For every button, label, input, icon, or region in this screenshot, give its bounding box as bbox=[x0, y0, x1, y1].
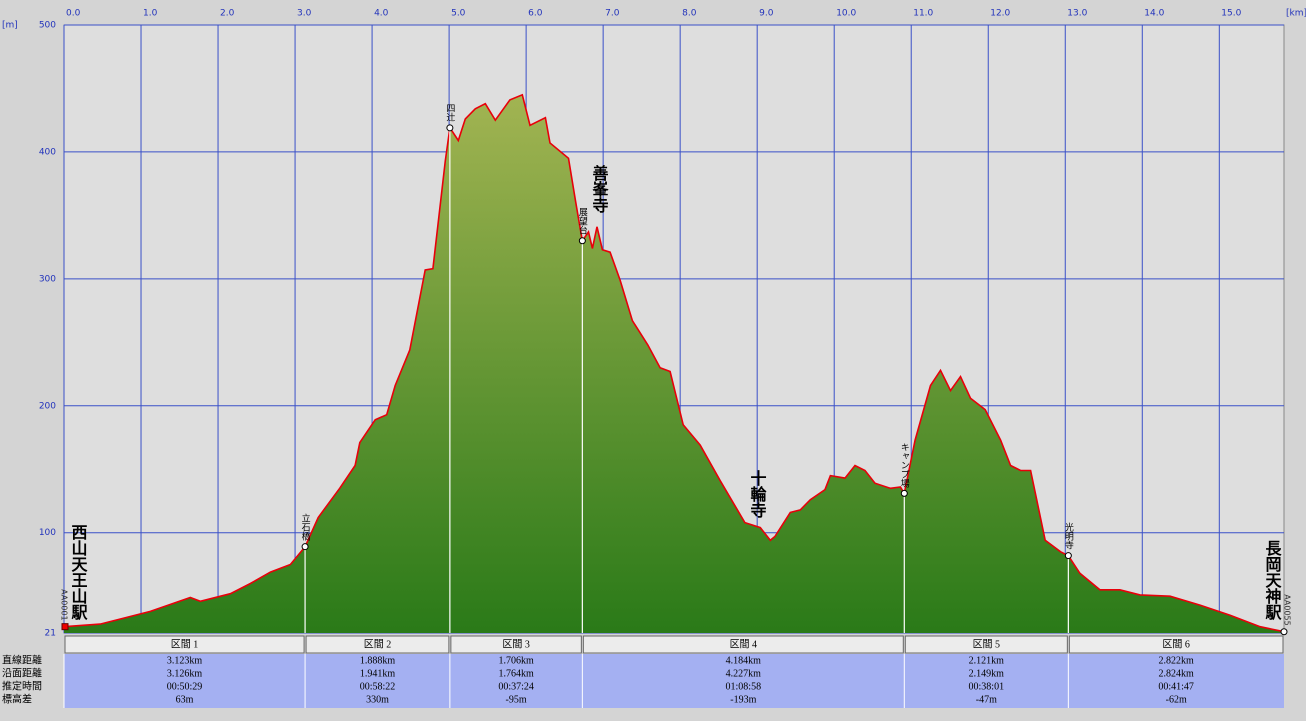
station-code: AA0055 bbox=[1283, 594, 1292, 626]
section-name: 区間 5 bbox=[973, 638, 1001, 650]
station-marker bbox=[1280, 628, 1288, 636]
waypoint-marker bbox=[578, 237, 586, 245]
y-tick-label: 500 bbox=[39, 21, 56, 31]
landmark-label: 善峯寺 bbox=[590, 164, 610, 214]
x-tick-label: 8.0 bbox=[682, 9, 697, 19]
waypoint-marker bbox=[1064, 552, 1072, 560]
section-value: 2.149km bbox=[969, 668, 1005, 679]
y-tick-label: 21 bbox=[45, 629, 56, 639]
section-header bbox=[1068, 635, 1284, 654]
station-marker bbox=[61, 623, 69, 631]
y-unit: [m] bbox=[2, 21, 18, 31]
section-value: -193m bbox=[730, 694, 756, 705]
section-value: -47m bbox=[976, 694, 997, 705]
x-tick-label: 9.0 bbox=[759, 9, 774, 19]
section-header bbox=[904, 635, 1068, 654]
x-tick-label: 0.0 bbox=[66, 9, 81, 19]
waypoint-marker bbox=[900, 489, 908, 497]
x-tick-label: 14.0 bbox=[1144, 9, 1164, 19]
row-label: 推定時間 bbox=[2, 679, 42, 692]
x-tick-label: 4.0 bbox=[374, 9, 389, 19]
y-tick-label: 100 bbox=[39, 528, 56, 538]
waypoint-label: 光明寺 bbox=[1063, 521, 1074, 549]
section-value: 1.941km bbox=[360, 668, 396, 679]
section-name: 区間 2 bbox=[364, 638, 392, 650]
x-tick-label: 5.0 bbox=[451, 9, 466, 19]
section-value: 2.822km bbox=[1159, 655, 1195, 666]
section-value: 2.824km bbox=[1159, 668, 1195, 679]
section-value: -62m bbox=[1166, 694, 1187, 705]
row-label: 直線距離 bbox=[2, 653, 42, 666]
section-value: 00:37:24 bbox=[498, 681, 534, 692]
section-value: 1.888km bbox=[360, 655, 396, 666]
section-value: 330m bbox=[366, 694, 389, 705]
x-tick-label: 10.0 bbox=[836, 9, 856, 19]
x-unit: [km] bbox=[1286, 9, 1306, 19]
waypoint-label: 立石橋 bbox=[300, 513, 311, 542]
section-name: 区間 6 bbox=[1162, 638, 1190, 650]
row-label: 標高差 bbox=[2, 692, 32, 705]
elevation-line bbox=[63, 93, 1285, 633]
section-value: 63m bbox=[176, 694, 194, 705]
landmark-label: 十輪寺 bbox=[748, 469, 767, 519]
section-value: 00:38:01 bbox=[969, 681, 1005, 692]
row-label: 沿面距離 bbox=[2, 666, 42, 679]
section-header bbox=[582, 635, 904, 654]
x-tick-label: 12.0 bbox=[990, 9, 1010, 19]
section-name: 区間 1 bbox=[171, 638, 199, 650]
x-tick-label: 11.0 bbox=[913, 9, 933, 19]
waypoint-label: 四辻 bbox=[444, 104, 455, 122]
x-tick-label: 13.0 bbox=[1067, 9, 1087, 19]
x-tick-label: 1.0 bbox=[143, 9, 158, 19]
waypoint-marker bbox=[446, 124, 454, 132]
station-name: 西山天王山駅 bbox=[69, 524, 89, 621]
x-tick-label: 6.0 bbox=[528, 9, 543, 19]
section-header bbox=[450, 635, 582, 654]
section-value: 2.121km bbox=[969, 655, 1005, 666]
section-value: 3.123km bbox=[167, 655, 203, 666]
y-tick-label: 200 bbox=[39, 401, 56, 411]
station-name: 長岡天神駅 bbox=[1263, 540, 1283, 621]
section-header bbox=[305, 635, 450, 654]
section-value: 00:41:47 bbox=[1158, 681, 1194, 692]
waypoint-marker bbox=[301, 543, 309, 551]
waypoint-label: キャンプ場 bbox=[899, 442, 910, 488]
waypoint-label: 展望台 bbox=[577, 208, 588, 236]
x-tick-label: 7.0 bbox=[605, 9, 620, 19]
section-value: 4.227km bbox=[726, 668, 762, 679]
section-value: 00:58:22 bbox=[360, 681, 396, 692]
section-value: 1.764km bbox=[498, 668, 534, 679]
y-tick-label: 300 bbox=[39, 274, 56, 284]
x-tick-label: 3.0 bbox=[297, 9, 312, 19]
x-tick-label: 15.0 bbox=[1221, 9, 1241, 19]
section-value: 1.706km bbox=[498, 655, 534, 666]
x-tick-label: 2.0 bbox=[220, 9, 235, 19]
section-name: 区間 3 bbox=[502, 638, 530, 650]
section-value: 01:08:58 bbox=[726, 681, 762, 692]
station-code: AA0001 bbox=[60, 589, 69, 621]
y-tick-label: 400 bbox=[39, 147, 56, 157]
section-value: -95m bbox=[506, 694, 527, 705]
section-value: 3.126km bbox=[167, 668, 203, 679]
section-name: 区間 4 bbox=[730, 638, 758, 650]
section-header bbox=[64, 635, 305, 654]
elevation-area bbox=[64, 94, 1284, 634]
table-bg bbox=[64, 654, 1284, 708]
section-value: 00:50:29 bbox=[167, 681, 203, 692]
section-value: 4.184km bbox=[726, 655, 762, 666]
